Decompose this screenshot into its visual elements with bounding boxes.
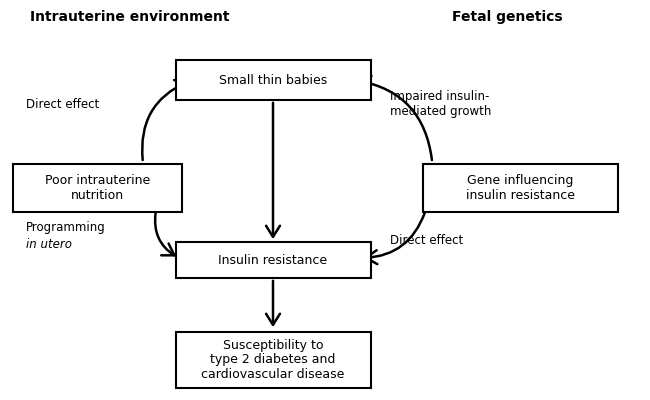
FancyBboxPatch shape (13, 164, 182, 212)
FancyArrowPatch shape (359, 76, 432, 160)
FancyArrowPatch shape (155, 213, 174, 255)
FancyBboxPatch shape (176, 60, 370, 100)
Text: Small thin babies: Small thin babies (219, 74, 327, 86)
FancyArrowPatch shape (366, 213, 425, 264)
Text: in utero: in utero (26, 238, 72, 250)
Text: Poor intrauterine
nutrition: Poor intrauterine nutrition (45, 174, 150, 202)
Text: Direct effect: Direct effect (26, 98, 99, 110)
Text: Fetal genetics: Fetal genetics (452, 10, 562, 24)
Text: Intrauterine environment: Intrauterine environment (31, 10, 229, 24)
FancyBboxPatch shape (176, 332, 370, 388)
FancyBboxPatch shape (176, 242, 370, 278)
Text: Direct effect: Direct effect (390, 234, 463, 246)
Text: Impaired insulin-
mediated growth: Impaired insulin- mediated growth (390, 90, 491, 118)
Text: Gene influencing
insulin resistance: Gene influencing insulin resistance (465, 174, 575, 202)
Text: Insulin resistance: Insulin resistance (218, 254, 328, 266)
Text: Susceptibility to
type 2 diabetes and
cardiovascular disease: Susceptibility to type 2 diabetes and ca… (202, 338, 344, 382)
FancyArrowPatch shape (266, 103, 280, 237)
FancyArrowPatch shape (142, 80, 187, 160)
Text: Programming: Programming (26, 222, 106, 234)
FancyArrowPatch shape (266, 281, 280, 325)
FancyBboxPatch shape (422, 164, 618, 212)
